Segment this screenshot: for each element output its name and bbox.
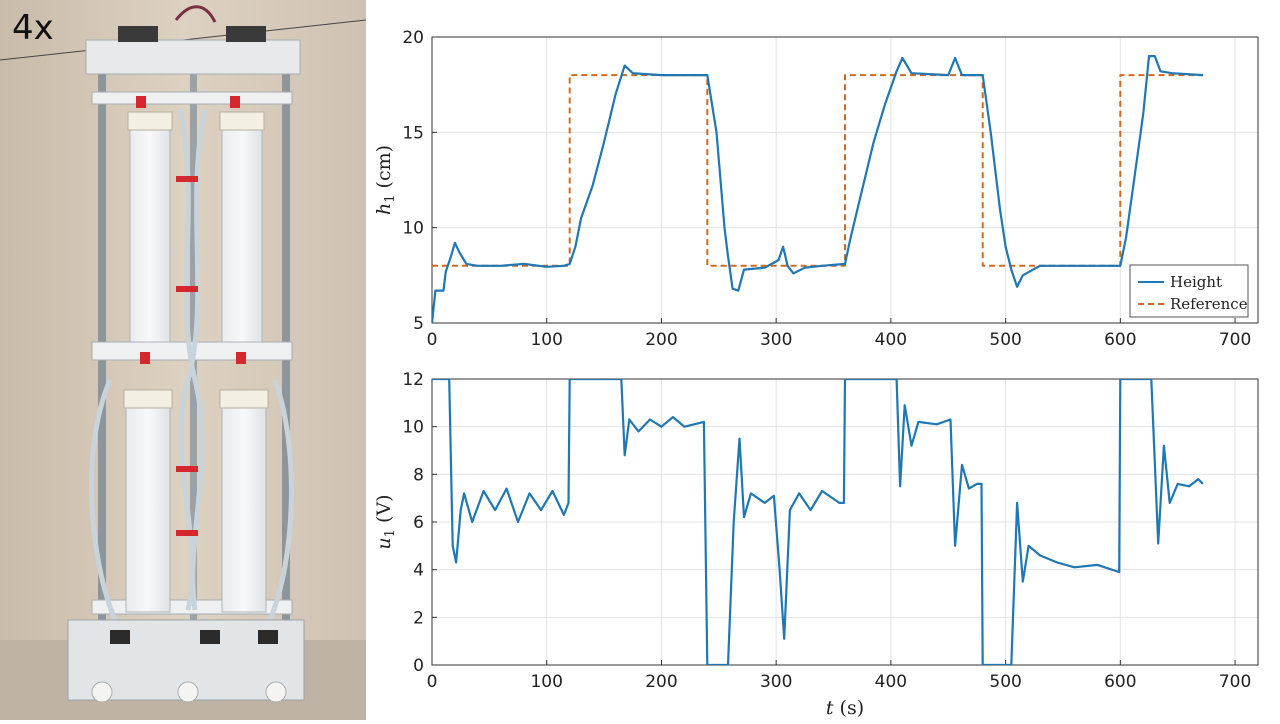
x-tick-label: 400 bbox=[875, 330, 907, 350]
voltage-series-line bbox=[432, 379, 1204, 665]
charts-panel: 0 100 200 300 400 500 600 700 5 10 15 20 h1 (cm) Heig… bbox=[366, 0, 1280, 720]
y-tick-label: 10 bbox=[402, 418, 424, 438]
plot-frame bbox=[431, 36, 1259, 324]
reference-series-line bbox=[432, 74, 1203, 267]
tank-rig-illustration bbox=[0, 0, 366, 720]
x-tick-label: 200 bbox=[645, 330, 677, 350]
x-tick-label: 0 bbox=[427, 330, 438, 350]
experiment-photo: 4x bbox=[0, 0, 366, 720]
y-tick-label: 15 bbox=[402, 123, 424, 143]
legend-box bbox=[1129, 264, 1249, 318]
height-series-line bbox=[432, 54, 1203, 323]
x-tick-label: 0 bbox=[427, 672, 438, 692]
x-tick-label: 400 bbox=[875, 672, 907, 692]
red-clips bbox=[136, 96, 246, 536]
legend-label-height: Height bbox=[1170, 273, 1222, 291]
lower-tanks bbox=[123, 389, 269, 613]
x-tick-label: 100 bbox=[530, 330, 562, 350]
y-tick-label: 10 bbox=[402, 219, 424, 239]
x-tick-label: 700 bbox=[1219, 672, 1251, 692]
y-tick-label: 20 bbox=[402, 28, 424, 48]
chart-2: 0 100 200 300 400 500 600 700 0 2 4 6 8 10 12 u1 (V) t (… bbox=[373, 370, 1259, 719]
y-tick-label: 0 bbox=[413, 656, 424, 676]
x-tick-label: 500 bbox=[989, 672, 1021, 692]
y-tick-label: 4 bbox=[413, 561, 424, 581]
x-tick-label: 600 bbox=[1104, 672, 1136, 692]
upper-tanks bbox=[127, 111, 265, 343]
x-tick-label: 100 bbox=[530, 672, 562, 692]
x-tick-label: 500 bbox=[989, 330, 1021, 350]
x-tick-label: 300 bbox=[760, 330, 792, 350]
hoses bbox=[89, 109, 294, 621]
x-tick-label: 300 bbox=[760, 672, 792, 692]
x-tick-label: 600 bbox=[1104, 330, 1136, 350]
y-axis-label: h1 (cm) bbox=[373, 145, 398, 215]
y-tick-label: 2 bbox=[413, 608, 424, 628]
x-axis-label: t (s) bbox=[826, 697, 864, 719]
base-box bbox=[67, 619, 305, 703]
y-axis-label: u1 (V) bbox=[373, 494, 398, 549]
y-tick-label: 12 bbox=[402, 370, 424, 390]
y-tick-label: 8 bbox=[413, 465, 424, 485]
x-tick-label: 700 bbox=[1219, 330, 1251, 350]
chart-1: 0 100 200 300 400 500 600 700 5 10 15 20 h1 (cm) Heig… bbox=[373, 28, 1259, 350]
x-tick-label: 200 bbox=[645, 672, 677, 692]
playback-speed-label: 4x bbox=[12, 8, 54, 48]
y-tick-label: 5 bbox=[413, 314, 424, 334]
y-tick-label: 6 bbox=[413, 513, 424, 533]
legend: Height Reference bbox=[1129, 264, 1249, 318]
top-electronics bbox=[118, 5, 266, 42]
legend-label-reference: Reference bbox=[1170, 295, 1248, 313]
